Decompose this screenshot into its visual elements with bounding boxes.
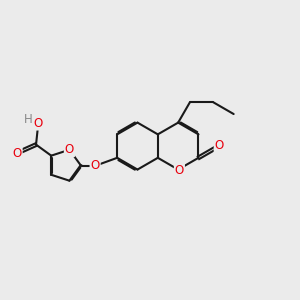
Text: O: O — [34, 117, 43, 130]
Text: O: O — [13, 147, 22, 160]
Text: O: O — [175, 164, 184, 177]
Text: O: O — [65, 143, 74, 156]
Text: O: O — [91, 159, 100, 172]
Text: H: H — [24, 113, 33, 126]
Text: O: O — [214, 139, 224, 152]
